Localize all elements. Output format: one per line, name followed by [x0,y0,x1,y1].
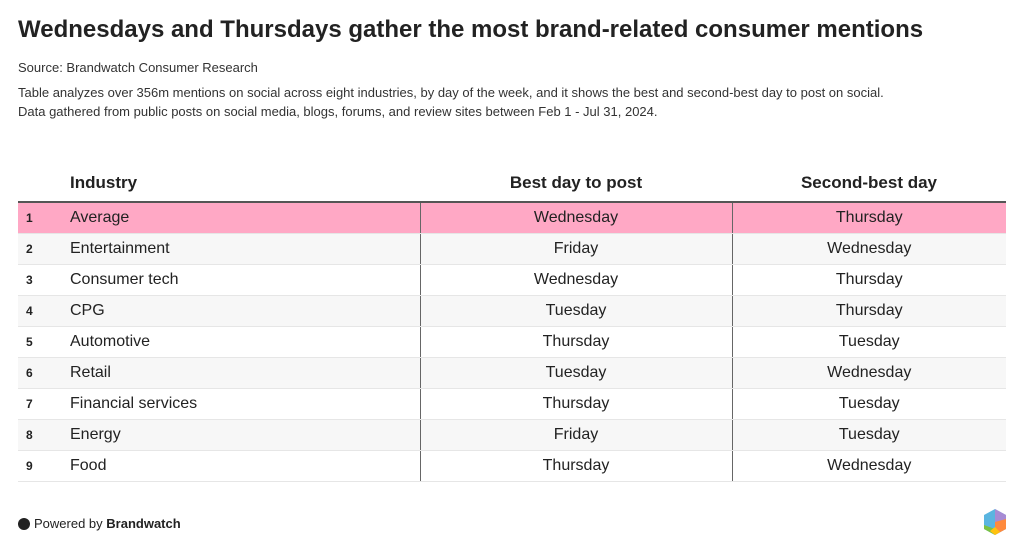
header-row: Industry Best day to post Second-best da… [18,165,1006,203]
table-row: 8 Energy Friday Tuesday [18,419,1006,451]
brand-name: Brandwatch [106,516,181,531]
second-best-day-cell: Thursday [731,295,1006,327]
row-number: 1 [18,202,60,234]
row-number: 7 [18,388,60,420]
industry-cell: Energy [60,419,420,451]
second-best-day-cell: Tuesday [731,326,1006,358]
row-number: 2 [18,233,60,265]
table-row: 7 Financial services Thursday Tuesday [18,388,1006,420]
best-day-cell: Tuesday [419,357,732,389]
dot-icon [18,517,30,530]
second-best-day-cell: Wednesday [731,233,1006,265]
row-number: 3 [18,264,60,296]
powered-by: Powered by [34,516,103,531]
best-day-cell: Tuesday [419,295,732,327]
data-table: Industry Best day to post Second-best da… [18,165,1006,482]
industry-cell: Financial services [60,388,420,420]
source: Source: Brandwatch Consumer Research [18,60,258,75]
table-row: 1 Average Wednesday Thursday [18,202,1006,234]
page-title: Wednesdays and Thursdays gather the most… [18,16,924,43]
industry-cell: Food [60,450,420,482]
table-row: 3 Consumer tech Wednesday Thursday [18,264,1006,296]
table-row: 5 Automotive Thursday Tuesday [18,326,1006,358]
row-number: 6 [18,357,60,389]
industry-cell: Retail [60,357,420,389]
row-number: 4 [18,295,60,327]
best-day-cell: Wednesday [419,202,732,234]
description: Table analyzes over 356m mentions on soc… [18,83,884,121]
description-line: Table analyzes over 356m mentions on soc… [18,85,884,100]
header-second: Second-best day [732,165,1006,203]
industry-cell: CPG [60,295,420,327]
second-best-day-cell: Tuesday [731,419,1006,451]
best-day-cell: Thursday [419,388,732,420]
second-best-day-cell: Wednesday [731,357,1006,389]
second-best-day-cell: Thursday [731,202,1006,234]
industry-cell: Consumer tech [60,264,420,296]
table-row: 2 Entertainment Friday Wednesday [18,233,1006,265]
second-best-day-cell: Tuesday [731,388,1006,420]
description-line: Data gathered from public posts on socia… [18,104,658,119]
industry-cell: Average [60,202,420,234]
best-day-cell: Friday [419,233,732,265]
header-num [18,165,60,203]
best-day-cell: Thursday [419,450,732,482]
table-row: 6 Retail Tuesday Wednesday [18,357,1006,389]
table-row: 4 CPG Tuesday Thursday [18,295,1006,327]
second-best-day-cell: Wednesday [731,450,1006,482]
best-day-cell: Friday [419,419,732,451]
footer: Powered by Brandwatch [18,516,181,531]
industry-cell: Entertainment [60,233,420,265]
industry-cell: Automotive [60,326,420,358]
row-number: 9 [18,450,60,482]
header-industry: Industry [60,165,420,203]
best-day-cell: Thursday [419,326,732,358]
row-number: 8 [18,419,60,451]
row-number: 5 [18,326,60,358]
header-best: Best day to post [420,165,732,203]
second-best-day-cell: Thursday [731,264,1006,296]
brandwatch-logo-icon [984,509,1006,535]
table-row: 9 Food Thursday Wednesday [18,450,1006,482]
best-day-cell: Wednesday [419,264,732,296]
